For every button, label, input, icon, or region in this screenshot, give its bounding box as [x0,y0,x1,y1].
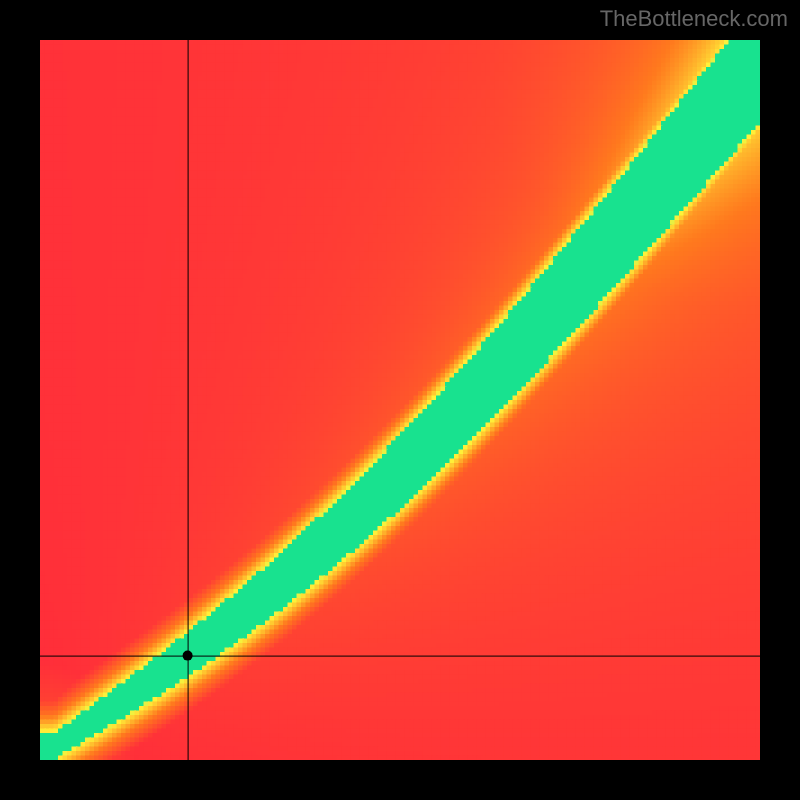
chart-container: TheBottleneck.com [0,0,800,800]
heatmap-canvas [40,40,760,760]
watermark-text: TheBottleneck.com [600,6,788,32]
plot-area [40,40,760,760]
